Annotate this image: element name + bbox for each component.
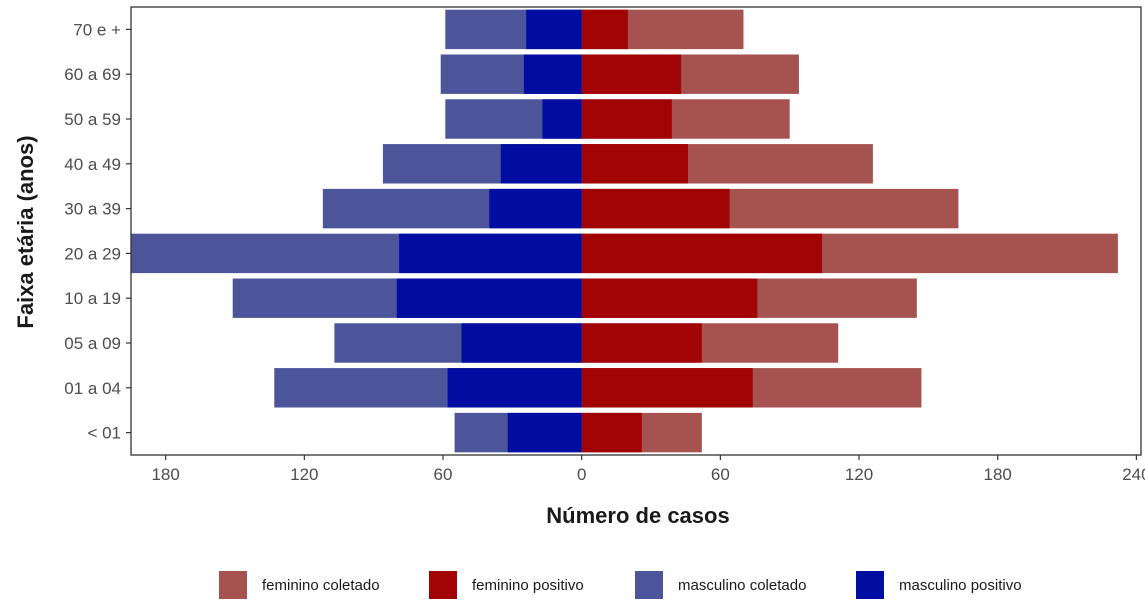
y-tick-label: 10 a 19 [64,289,121,308]
y-tick-label: 20 a 29 [64,244,121,263]
y-axis-title: Faixa etária (anos) [13,135,38,328]
bar-masculino-positivo [447,368,582,408]
legend-label-masculino-positivo: masculino positivo [899,577,1022,594]
x-axis-title: Número de casos [546,503,729,528]
legend-key-feminino-positivo [429,571,457,599]
x-tick-label: 120 [290,465,318,484]
legend-label-feminino-coletado: feminino coletado [262,577,380,594]
y-tick-label: 60 a 69 [64,65,121,84]
x-tick-label: 60 [434,465,453,484]
bar-feminino-positivo [581,412,642,453]
y-tick-label: 05 a 09 [64,334,121,353]
bar-feminino-positivo [581,54,682,94]
plot-panel-border [130,6,1142,456]
bar-masculino-positivo [396,278,582,318]
y-tick-label: < 01 [87,424,121,443]
bar-masculino-positivo [461,323,582,363]
bar-masculino-positivo [507,412,582,453]
x-tick-label: 240 [1122,465,1145,484]
legend: feminino coletado feminino positivo mascul… [219,571,1022,599]
legend-key-feminino-coletado [219,571,247,599]
y-tick-label: 50 a 59 [64,110,121,129]
x-tick-label: 0 [577,465,586,484]
legend-label-masculino-coletado: masculino coletado [678,577,806,594]
legend-key-masculino-positivo [856,571,884,599]
axes-layer: < 01 01 a 04 05 a 09 10 a 19 20 a 29 30 a 39 4… [64,6,1145,484]
bar-feminino-positivo [581,99,672,139]
bar-masculino-positivo [489,188,582,229]
bars-layer [131,9,1118,453]
bar-masculino-positivo [523,54,582,94]
bar-masculino-positivo [542,99,582,139]
x-tick-label: 60 [711,465,730,484]
x-tick-label: 180 [151,465,179,484]
y-tick-label: 40 a 49 [64,155,121,174]
bar-feminino-positivo [581,188,730,229]
bar-feminino-positivo [581,278,758,318]
bar-feminino-positivo [581,368,753,408]
x-tick-label: 120 [845,465,873,484]
bar-feminino-positivo [581,233,823,274]
bar-masculino-positivo [526,9,582,50]
y-tick-label: 01 a 04 [64,379,121,398]
legend-key-masculino-coletado [635,571,663,599]
y-tick-label: 70 e + [73,20,121,39]
bar-masculino-positivo [500,144,582,184]
bar-feminino-positivo [581,144,689,184]
bar-feminino-positivo [581,323,702,363]
x-tick-label: 180 [984,465,1012,484]
legend-label-feminino-positivo: feminino positivo [472,577,584,594]
bar-feminino-positivo [581,9,628,50]
bar-masculino-positivo [399,233,582,274]
y-tick-label: 30 a 39 [64,200,121,219]
